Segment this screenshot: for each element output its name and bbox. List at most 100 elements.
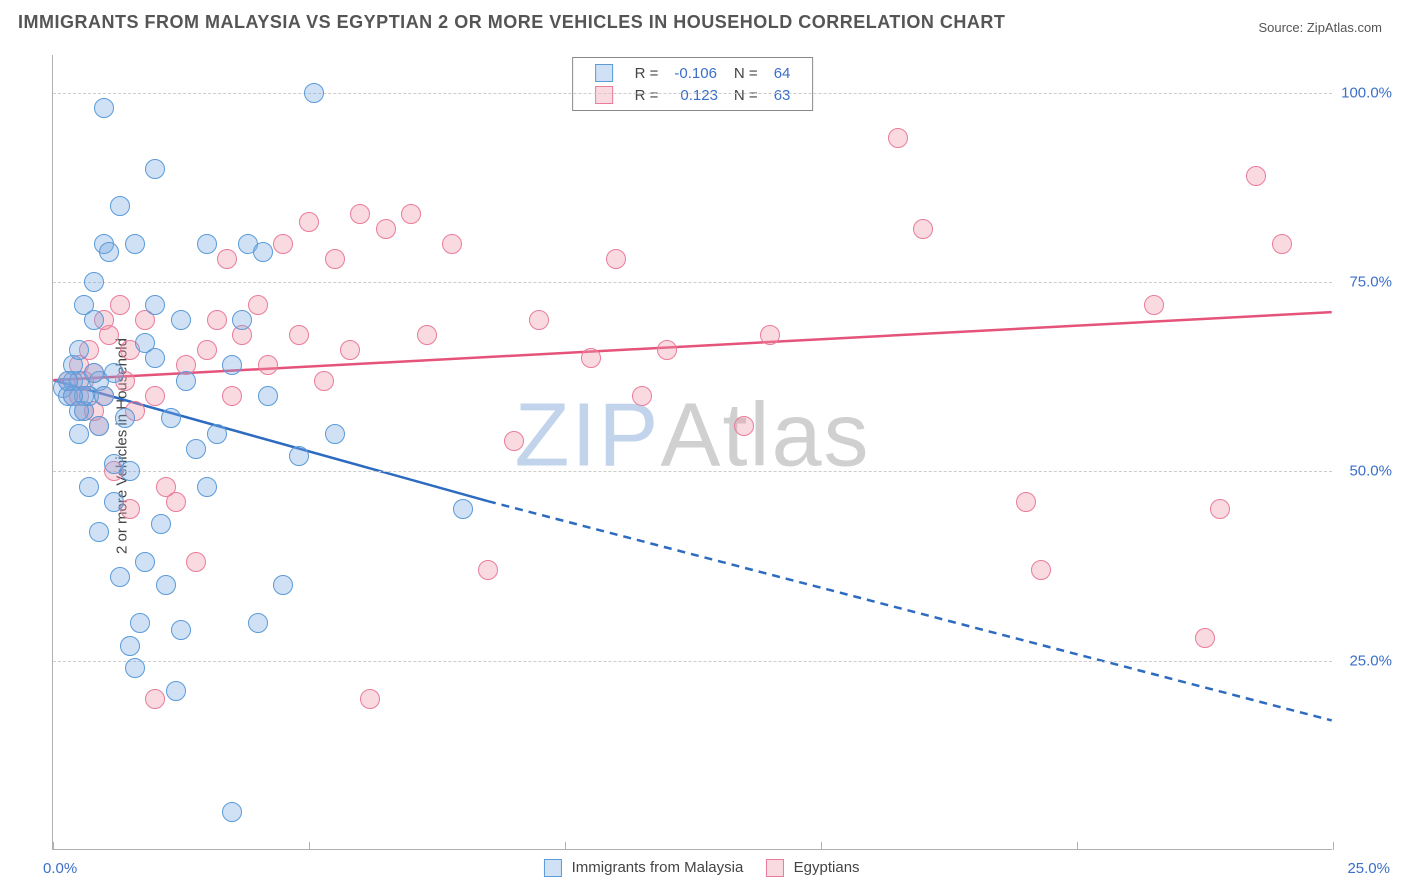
point-egyptians [1210, 499, 1230, 519]
point-malaysia [115, 408, 135, 428]
r-label: R = [627, 62, 667, 84]
point-malaysia [453, 499, 473, 519]
gridline [53, 661, 1332, 662]
point-egyptians [207, 310, 227, 330]
point-malaysia [273, 575, 293, 595]
point-egyptians [632, 386, 652, 406]
trend-lines-layer [53, 55, 1332, 849]
point-malaysia [253, 242, 273, 262]
point-malaysia [130, 613, 150, 633]
point-malaysia [84, 310, 104, 330]
point-egyptians [478, 560, 498, 580]
gridline [53, 471, 1332, 472]
point-malaysia [197, 477, 217, 497]
point-egyptians [417, 325, 437, 345]
n-value-egyptians: 63 [766, 84, 799, 106]
point-malaysia [84, 272, 104, 292]
swatch-egyptians [766, 859, 784, 877]
point-egyptians [350, 204, 370, 224]
point-egyptians [657, 340, 677, 360]
x-tick [53, 842, 54, 850]
point-egyptians [1016, 492, 1036, 512]
point-egyptians [401, 204, 421, 224]
point-egyptians [258, 355, 278, 375]
r-value-malaysia: -0.106 [666, 62, 726, 84]
r-value-egyptians: 0.123 [666, 84, 726, 106]
x-tick [1333, 842, 1334, 850]
point-egyptians [166, 492, 186, 512]
r-label: R = [627, 84, 667, 106]
point-egyptians [1144, 295, 1164, 315]
point-malaysia [89, 416, 109, 436]
point-egyptians [360, 689, 380, 709]
point-egyptians [314, 371, 334, 391]
point-malaysia [232, 310, 252, 330]
series-label-egyptians: Egyptians [794, 859, 860, 876]
point-egyptians [1246, 166, 1266, 186]
point-malaysia [171, 620, 191, 640]
point-egyptians [913, 219, 933, 239]
scatter-plot: ZIPAtlas R = -0.106 N = 64 R = 0.123 N =… [52, 55, 1332, 850]
point-malaysia [125, 234, 145, 254]
point-malaysia [145, 295, 165, 315]
point-egyptians [376, 219, 396, 239]
n-label: N = [726, 84, 766, 106]
point-malaysia [69, 424, 89, 444]
point-egyptians [442, 234, 462, 254]
point-egyptians [299, 212, 319, 232]
point-malaysia [99, 242, 119, 262]
n-value-malaysia: 64 [766, 62, 799, 84]
point-egyptians [1031, 560, 1051, 580]
point-malaysia [171, 310, 191, 330]
x-axis-min-label: 0.0% [43, 860, 77, 877]
y-tick-label: 25.0% [1349, 652, 1392, 669]
point-malaysia [58, 371, 78, 391]
point-malaysia [222, 355, 242, 375]
point-malaysia [325, 424, 345, 444]
y-tick-label: 100.0% [1341, 84, 1392, 101]
point-egyptians [1195, 628, 1215, 648]
point-malaysia [110, 567, 130, 587]
point-malaysia [94, 386, 114, 406]
point-malaysia [69, 401, 89, 421]
chart-title: IMMIGRANTS FROM MALAYSIA VS EGYPTIAN 2 O… [18, 12, 1005, 33]
point-malaysia [197, 234, 217, 254]
series-legend: Immigrants from Malaysia Egyptians [525, 859, 859, 877]
x-tick [821, 842, 822, 850]
point-malaysia [156, 575, 176, 595]
point-malaysia [79, 477, 99, 497]
point-egyptians [248, 295, 268, 315]
point-malaysia [207, 424, 227, 444]
point-malaysia [145, 348, 165, 368]
point-egyptians [110, 295, 130, 315]
swatch-malaysia [595, 64, 613, 82]
point-malaysia [145, 159, 165, 179]
y-tick-label: 75.0% [1349, 274, 1392, 291]
legend-row-egyptians: R = 0.123 N = 63 [587, 84, 799, 106]
correlation-legend: R = -0.106 N = 64 R = 0.123 N = 63 [572, 57, 814, 111]
x-tick [1077, 842, 1078, 850]
n-label: N = [726, 62, 766, 84]
point-malaysia [125, 658, 145, 678]
point-malaysia [186, 439, 206, 459]
point-malaysia [258, 386, 278, 406]
source-label: Source: ZipAtlas.com [1258, 20, 1382, 35]
point-malaysia [94, 98, 114, 118]
point-egyptians [222, 386, 242, 406]
point-egyptians [273, 234, 293, 254]
x-tick [565, 842, 566, 850]
legend-row-malaysia: R = -0.106 N = 64 [587, 62, 799, 84]
x-axis-max-label: 25.0% [1347, 860, 1390, 877]
point-egyptians [197, 340, 217, 360]
point-malaysia [304, 83, 324, 103]
point-malaysia [176, 371, 196, 391]
gridline [53, 93, 1332, 94]
point-egyptians [289, 325, 309, 345]
point-egyptians [340, 340, 360, 360]
point-malaysia [69, 340, 89, 360]
point-malaysia [104, 492, 124, 512]
point-malaysia [248, 613, 268, 633]
point-malaysia [222, 802, 242, 822]
swatch-egyptians [595, 86, 613, 104]
point-malaysia [135, 552, 155, 572]
